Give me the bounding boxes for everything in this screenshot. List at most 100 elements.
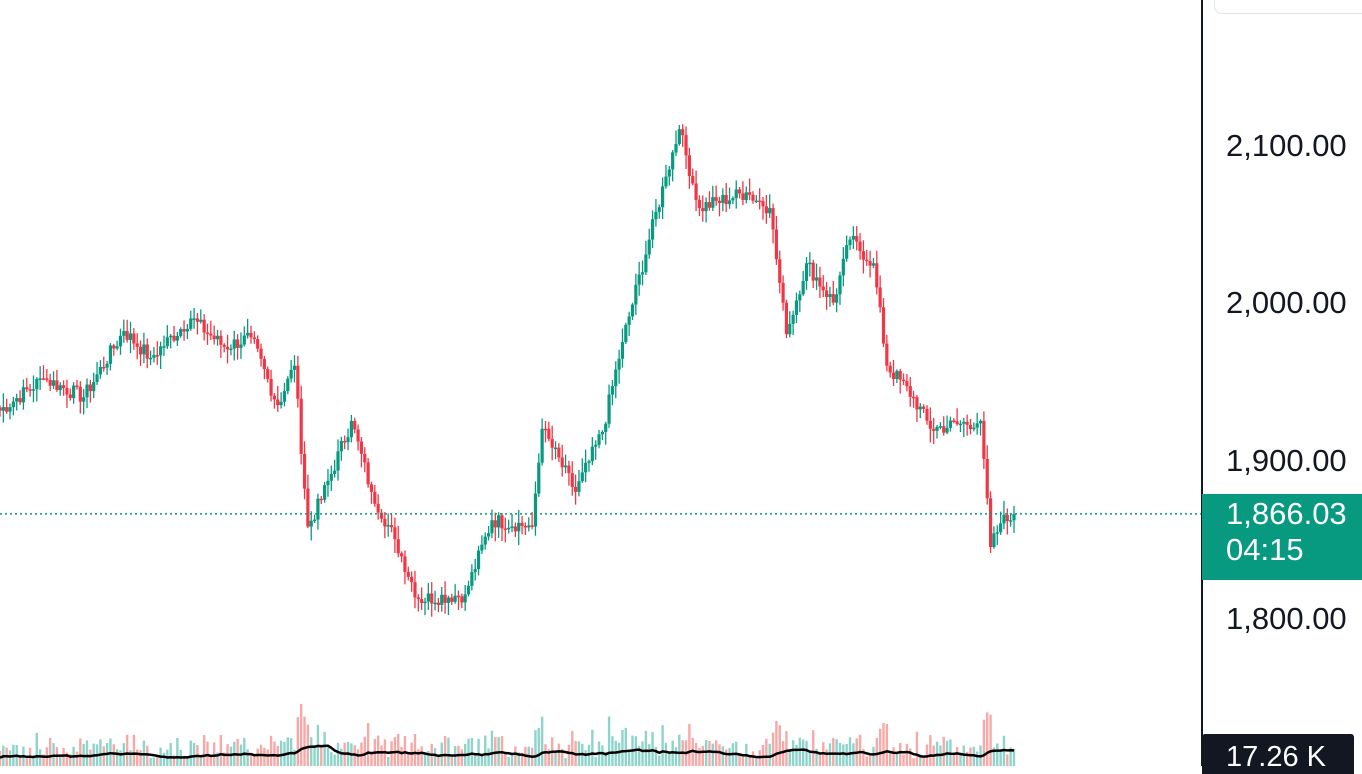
candle-body — [958, 423, 963, 426]
volume-bar — [8, 750, 12, 766]
volume-bar — [390, 741, 393, 766]
volume-bar — [313, 744, 316, 766]
candle-body — [942, 426, 946, 433]
volume-value: 17.26 K — [1226, 741, 1326, 773]
candle-body — [436, 602, 440, 605]
volume-bar — [89, 749, 92, 766]
volume-bar — [922, 755, 925, 766]
volume-bar — [651, 732, 654, 766]
price-tick-1900: 1,900.00 — [1226, 443, 1347, 478]
volume-bar — [875, 738, 878, 766]
volume-bar — [1009, 747, 1012, 766]
candle-body — [232, 339, 236, 349]
candle-body — [486, 533, 491, 537]
candle-body — [339, 440, 343, 452]
volume-bar — [99, 739, 102, 766]
candle-body — [51, 380, 56, 386]
candle-body — [503, 528, 507, 530]
candle-body — [199, 319, 203, 322]
volume-bar — [62, 747, 65, 766]
candle-body — [182, 329, 186, 332]
volume-bar — [299, 703, 303, 766]
candle-body — [312, 519, 317, 522]
volume-bar — [771, 732, 775, 766]
candle-body — [430, 593, 434, 604]
volume-bar — [323, 731, 326, 766]
candle-body — [292, 365, 297, 370]
candle-body — [691, 175, 695, 184]
candle-body — [453, 595, 457, 602]
volume-bar — [333, 754, 336, 766]
volume-bar — [427, 750, 430, 766]
volume-bar — [641, 741, 644, 766]
corner-widget[interactable] — [1214, 0, 1362, 14]
candle-body — [885, 343, 889, 366]
candle-body — [962, 421, 966, 424]
candle-body — [329, 473, 333, 481]
candle-body — [72, 385, 76, 399]
candle-body — [567, 465, 571, 474]
volume-bar — [340, 748, 343, 766]
candle-body — [758, 200, 762, 203]
candle-body — [681, 129, 685, 136]
candle-body — [865, 259, 869, 262]
candle-body — [533, 493, 538, 527]
volume-bar — [728, 747, 731, 766]
candle-body — [48, 379, 52, 386]
volume-bar — [999, 751, 1002, 766]
volume-bar — [989, 714, 992, 766]
volume-bar — [25, 756, 28, 766]
candle-body — [737, 189, 742, 194]
volume-bar — [507, 756, 510, 766]
candle-body — [8, 407, 12, 412]
volume-bar — [862, 749, 865, 766]
volume-bar — [156, 755, 159, 766]
volume-bar — [617, 742, 621, 766]
candle-body — [433, 602, 437, 605]
candle-body — [343, 440, 347, 443]
candle-body — [935, 426, 939, 431]
price-tick-1800: 1,800.00 — [1226, 601, 1347, 636]
volume-bar — [798, 737, 802, 766]
volume-bar — [326, 747, 330, 766]
candle-body — [38, 378, 42, 380]
candle-body — [905, 380, 909, 387]
candle-body — [553, 447, 558, 450]
volume-bar — [832, 737, 835, 766]
volume-bar — [146, 745, 149, 766]
volume-bar — [694, 742, 698, 766]
volume-bar — [557, 743, 561, 766]
volume-bar — [474, 753, 477, 766]
volume-bar — [607, 716, 611, 766]
volume-bar — [899, 742, 902, 766]
candle-body — [778, 259, 782, 283]
candle-body — [155, 355, 159, 357]
candle-body — [319, 498, 323, 501]
volume-bar — [296, 717, 300, 766]
candle-body — [222, 344, 226, 347]
candle-body — [590, 446, 594, 462]
volume-bar — [246, 749, 249, 766]
candle-body — [520, 522, 524, 526]
candle-body — [192, 318, 196, 320]
candle-body — [828, 294, 832, 298]
candle-body — [135, 343, 139, 347]
candle-body — [978, 420, 983, 424]
candle-body — [848, 239, 852, 246]
volume-bar — [554, 751, 557, 766]
candle-body — [406, 571, 410, 577]
candle-body — [674, 143, 678, 153]
candle-body — [31, 389, 36, 391]
candle-body — [717, 200, 722, 203]
volume-bar — [223, 752, 226, 766]
candle-body — [901, 379, 906, 382]
volume-bar — [162, 752, 166, 766]
volume-ma-line — [0, 744, 1015, 759]
volume-bar — [112, 744, 115, 766]
volume-bar — [480, 754, 484, 766]
candle-body — [259, 348, 263, 359]
candle-body — [473, 569, 477, 573]
volume-bar — [768, 743, 771, 766]
volume-bar — [520, 752, 524, 766]
